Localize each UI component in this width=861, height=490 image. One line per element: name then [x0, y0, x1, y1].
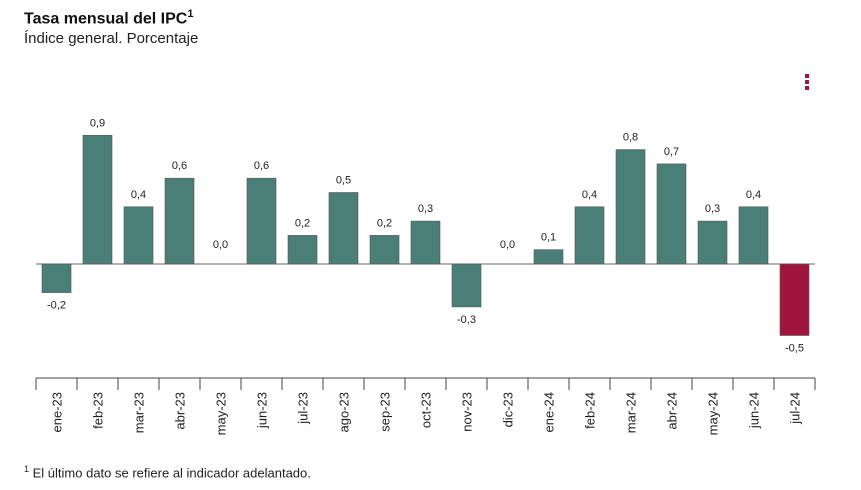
- data-label: 0,0: [213, 239, 228, 251]
- tick-label: oct-23: [419, 392, 434, 428]
- chart-subtitle: Índice general. Porcentaje: [24, 30, 199, 47]
- data-label: 0,3: [418, 203, 433, 215]
- data-label: -0,5: [785, 343, 804, 355]
- tick-label: abr-24: [665, 392, 680, 430]
- bar-chart: -0,2 ene-23 0,9 feb-23 0,4 mar-23 0,6 abr-23 0,0…: [35, 117, 816, 435]
- bar: [41, 263, 72, 293]
- tick-label: may-23: [214, 392, 229, 435]
- data-label: 0,5: [336, 175, 351, 187]
- data-label: 0,3: [705, 203, 720, 215]
- tick-label: ene-24: [542, 392, 557, 432]
- vertical-dots-icon[interactable]: [803, 74, 811, 92]
- data-label: 0,4: [582, 189, 597, 201]
- bar: [779, 263, 810, 336]
- title-superscript: 1: [187, 8, 194, 20]
- footnote-text: El último dato se refiere al indicador a…: [32, 465, 311, 481]
- data-label: 0,2: [295, 217, 310, 229]
- data-label: 0,9: [90, 117, 105, 129]
- bar: [164, 177, 195, 265]
- bar: [369, 235, 400, 265]
- bar: [410, 220, 441, 265]
- bar: [328, 192, 359, 265]
- tick-label: may-24: [706, 392, 721, 435]
- bar: [574, 206, 605, 265]
- data-label: 0,8: [623, 132, 638, 144]
- data-label: 0,4: [131, 189, 146, 201]
- bar: [697, 220, 728, 265]
- tick-label: feb-23: [91, 392, 106, 429]
- bar: [246, 177, 277, 265]
- data-label: 0,4: [746, 189, 761, 201]
- tick-label: sep-23: [378, 392, 393, 432]
- tick-label: ago-23: [337, 392, 352, 432]
- data-label: 0,7: [664, 146, 679, 158]
- bar: [615, 149, 646, 265]
- data-label: -0,2: [47, 300, 66, 312]
- tick-label: ene-23: [50, 392, 65, 432]
- bar: [533, 249, 564, 265]
- footnote: 1 El último dato se refiere al indicador…: [24, 464, 311, 480]
- tick-label: mar-23: [132, 392, 147, 433]
- chart-title: Tasa mensual del IPC1: [24, 8, 194, 28]
- tick-label: jun-24: [747, 392, 762, 429]
- bar: [123, 206, 154, 265]
- data-label: 0,0: [500, 239, 515, 251]
- data-label: 0,2: [377, 217, 392, 229]
- data-label: 0,1: [541, 232, 556, 244]
- tick-label: mar-24: [624, 392, 639, 433]
- footnote-superscript: 1: [24, 464, 30, 474]
- tick-label: feb-24: [583, 392, 598, 429]
- tick-label: nov-23: [460, 392, 475, 432]
- tick-label: jul-24: [788, 392, 803, 425]
- tick-label: jun-23: [255, 392, 270, 429]
- bar: [451, 263, 482, 308]
- bar: [738, 206, 769, 265]
- tick-label: dic-23: [501, 392, 516, 427]
- tick-label: abr-23: [173, 392, 188, 430]
- bar: [656, 163, 687, 265]
- bar: [287, 235, 318, 265]
- bar: [82, 135, 113, 265]
- tick-label: jul-23: [296, 392, 311, 425]
- data-label: 0,6: [172, 160, 187, 172]
- data-label: 0,6: [254, 160, 269, 172]
- data-label: -0,3: [457, 314, 476, 326]
